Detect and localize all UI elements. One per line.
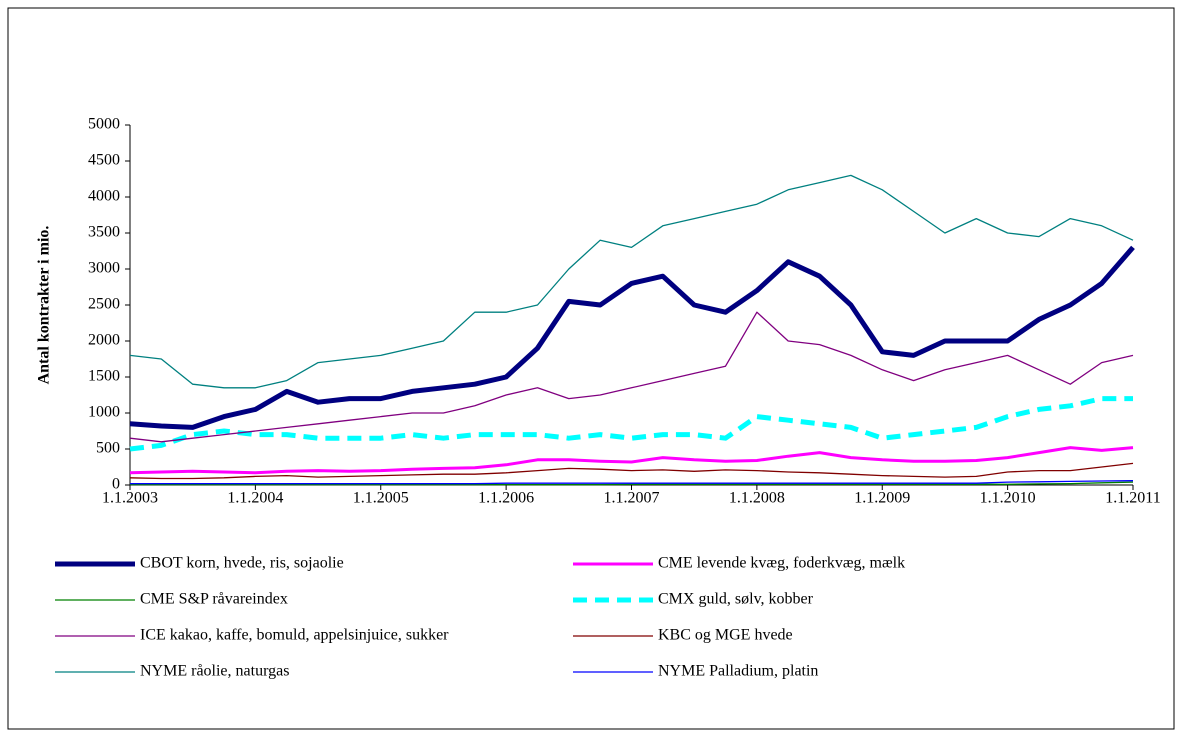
y-tick-label: 1500 [88,368,120,385]
x-tick-label: 1.1.2010 [980,490,1036,507]
y-tick-label: 4000 [88,188,120,205]
x-tick-label: 1.1.2006 [478,490,534,507]
legend-label: KBC og MGE hvede [658,627,793,644]
series-line [130,480,1134,485]
series-line [129,396,1133,452]
x-tick-label: 1.1.2008 [729,490,785,507]
legend-label: NYME råolie, naturgas [140,663,289,680]
legend-label: NYME Palladium, platin [658,663,818,680]
y-tick-label: 1000 [88,404,120,421]
y-tick-label: 4500 [88,152,120,169]
legend-label: CME S&P råvareindex [140,591,288,608]
x-tick-label: 1.1.2007 [604,490,660,507]
y-tick-label: 3000 [88,260,120,277]
x-tick-label: 1.1.2005 [353,490,409,507]
legend-label: CMX guld, sølv, kobber [658,591,814,608]
series-line [129,462,1134,480]
x-tick-label: 1.1.2003 [102,490,158,507]
series-line [130,481,1134,486]
series-line [129,446,1134,475]
y-tick-label: 500 [96,440,120,457]
legend-label: ICE kakao, kaffe, bomuld, appelsinjuice,… [140,627,449,644]
series-line [129,311,1134,443]
chart-border [7,7,1175,730]
x-tick-label: 1.1.2004 [227,490,283,507]
legend-label: CME levende kvæg, foderkvæg, mælk [658,555,905,572]
series-line [129,245,1135,430]
x-tick-label: 1.1.2009 [854,490,910,507]
legend-label: CBOT korn, hvede, ris, sojaolie [140,555,344,572]
series-line [129,174,1134,389]
y-axis-label: Antal kontrakter i mio. [36,226,53,385]
y-tick-label: 5000 [88,116,120,133]
y-tick-label: 2500 [88,296,120,313]
y-tick-label: 3500 [88,224,120,241]
x-tick-label: 1.1.2011 [1105,490,1160,507]
y-tick-label: 2000 [88,332,120,349]
y-tick-label: 0 [112,476,120,493]
